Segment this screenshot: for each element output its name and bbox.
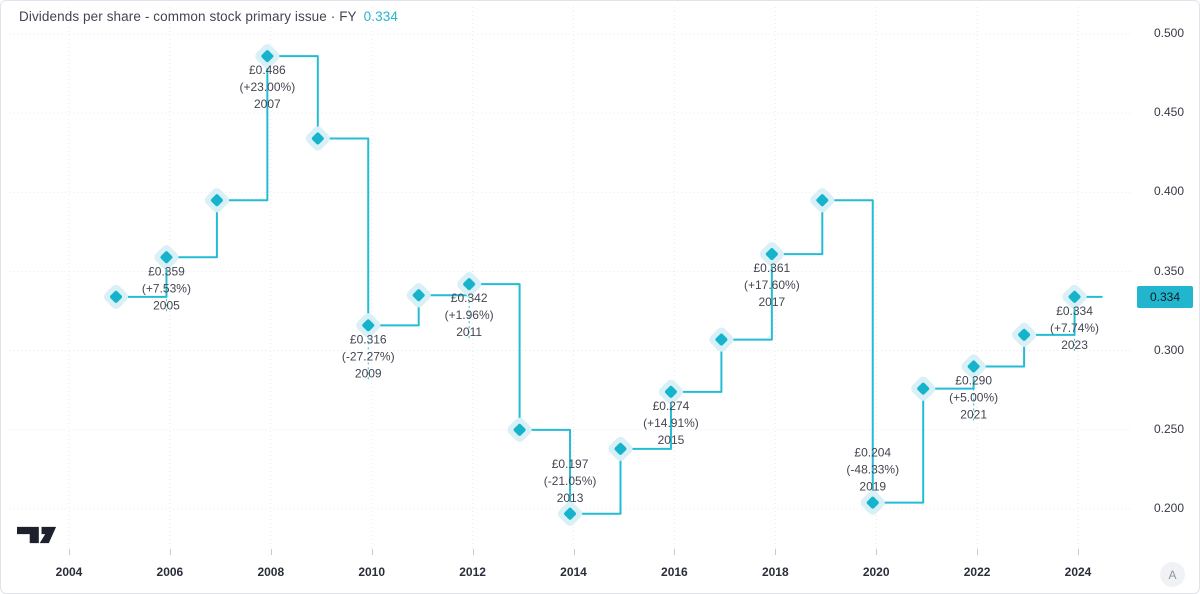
price-tick-label: 0.300 <box>1153 342 1184 357</box>
time-tick-label: 2014 <box>560 565 587 579</box>
annotation-value: £0.290 <box>955 374 992 388</box>
annotation-value: £0.316 <box>350 332 387 346</box>
data-point-marker[interactable] <box>412 288 426 302</box>
data-point-marker[interactable] <box>664 385 678 399</box>
annotation-year: 2017 <box>758 295 785 309</box>
annotation-year: 2013 <box>557 491 584 505</box>
last-value-badge: 0.334 <box>1137 285 1193 308</box>
data-point-marker[interactable] <box>109 290 123 304</box>
data-point-marker[interactable] <box>715 333 729 347</box>
chart-title: Dividends per share - common stock prima… <box>19 9 398 24</box>
data-point-marker[interactable] <box>361 319 375 333</box>
time-tick-label: 2020 <box>862 565 890 579</box>
attribution-button[interactable]: A <box>1160 562 1185 587</box>
annotation-year: 2007 <box>254 97 281 111</box>
time-axis-tick <box>573 549 575 555</box>
time-axis-tick <box>775 549 777 555</box>
annotation-value: £0.334 <box>1056 304 1093 318</box>
last-value-badge-text: 0.334 <box>1149 289 1181 304</box>
tradingview-logo-icon <box>17 526 57 544</box>
annotation-change: (+1.96%) <box>445 308 494 322</box>
data-point-marker[interactable] <box>513 423 527 437</box>
data-point-marker[interactable] <box>614 442 628 456</box>
annotation-change: (+7.74%) <box>1050 321 1099 335</box>
tradingview-logo[interactable] <box>17 524 57 551</box>
data-point-marker[interactable] <box>462 277 476 291</box>
annotation-year: 2019 <box>859 480 886 494</box>
price-tick-label: 0.450 <box>1153 105 1184 120</box>
chart-title-value: 0.334 <box>363 9 398 24</box>
time-axis-tick <box>69 549 70 555</box>
data-point-marker[interactable] <box>967 360 981 374</box>
time-tick-label: 2012 <box>459 565 486 579</box>
annotation-year: 2021 <box>960 408 987 422</box>
time-tick-label: 2010 <box>358 565 386 579</box>
data-point-marker[interactable] <box>160 250 174 264</box>
annotation-year: 2023 <box>1061 338 1088 352</box>
annotation-value: £0.486 <box>249 63 286 77</box>
data-point-marker[interactable] <box>765 247 779 261</box>
data-point-marker[interactable] <box>261 49 275 63</box>
annotation-year: 2009 <box>355 366 382 380</box>
annotation-change: (-21.05%) <box>544 474 597 488</box>
annotation-change: (+7.53%) <box>142 281 191 295</box>
annotation-year: 2005 <box>153 298 180 312</box>
annotation-value: £0.197 <box>552 457 589 471</box>
annotation-year: 2015 <box>658 433 685 447</box>
data-point-marker[interactable] <box>866 496 880 510</box>
time-tick-label: 2006 <box>156 565 184 579</box>
step-line <box>116 55 1103 515</box>
time-axis-tick <box>977 549 979 555</box>
price-tick-label: 0.250 <box>1153 421 1184 436</box>
price-tick-label: 0.500 <box>1153 26 1184 40</box>
annotation-value: £0.274 <box>653 399 690 413</box>
price-tick-label: 0.200 <box>1153 501 1184 515</box>
time-axis-tick <box>674 549 676 555</box>
annotation-value: £0.359 <box>148 264 185 278</box>
time-axis-tick <box>169 549 171 555</box>
time-axis-tick <box>472 549 474 555</box>
data-point-marker[interactable] <box>1017 328 1031 342</box>
price-tick-label: 0.400 <box>1153 184 1184 199</box>
time-tick-label: 2024 <box>1064 565 1092 579</box>
chart-title-text: Dividends per share - common stock prima… <box>19 9 357 24</box>
data-point-marker[interactable] <box>916 382 930 396</box>
annotation-value: £0.342 <box>451 291 488 305</box>
data-point-marker[interactable] <box>563 507 577 521</box>
data-point-marker[interactable] <box>1068 290 1082 304</box>
time-tick-label: 2004 <box>55 565 83 579</box>
time-axis-tick <box>876 549 878 555</box>
time-axis-tick <box>270 549 272 555</box>
attribution-letter: A <box>1168 567 1177 582</box>
time-axis-tick <box>1078 549 1079 555</box>
annotation-change: (+5.00%) <box>949 391 998 405</box>
annotation-value: £0.361 <box>753 261 790 275</box>
data-point-marker[interactable] <box>210 193 224 207</box>
data-point-marker[interactable] <box>816 193 830 207</box>
price-tick-label: 0.350 <box>1153 263 1184 278</box>
annotation-change: (+17.60%) <box>744 278 800 292</box>
time-axis-tick <box>371 549 373 555</box>
data-point-marker[interactable] <box>311 132 325 146</box>
annotation-year: 2011 <box>456 325 482 339</box>
time-tick-label: 2016 <box>661 565 688 579</box>
annotation-change: (-27.27%) <box>342 349 395 363</box>
time-tick-label: 2022 <box>963 565 991 579</box>
annotation-change: (+23.00%) <box>239 80 295 94</box>
annotation-change: (+14.91%) <box>643 416 699 430</box>
time-tick-label: 2008 <box>257 565 285 579</box>
annotation-value: £0.204 <box>854 446 891 460</box>
time-tick-label: 2018 <box>761 565 789 579</box>
annotation-change: (-48.33%) <box>846 463 899 477</box>
